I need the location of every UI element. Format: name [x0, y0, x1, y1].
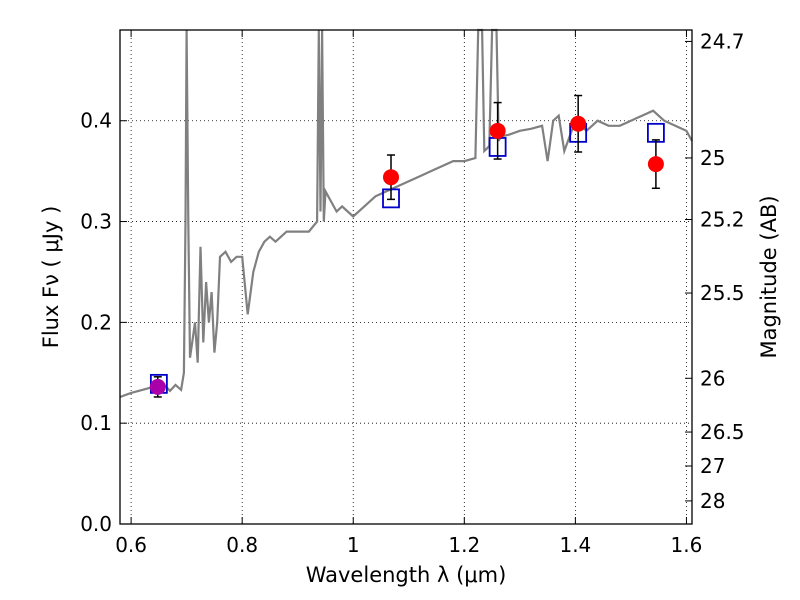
mag-tick-label: 26.5 — [700, 420, 745, 444]
mag-tick-label: 24.7 — [700, 29, 745, 53]
observed-point — [489, 122, 506, 139]
plot-frame — [119, 29, 693, 525]
y-tick-label: 0.1 — [80, 411, 112, 435]
axis-ticks: 0.6 0.8 1 1.2 1.4 1.6 0.0 0.1 0.2 0.3 0.4 24.7 25 25.… — [80, 29, 744, 557]
x-tick-label: 0.8 — [226, 533, 258, 557]
y-axis-label: Flux Fν ( μJy ) — [39, 206, 63, 349]
observed-point — [570, 115, 587, 132]
x-tick-label: 1.6 — [671, 533, 703, 557]
mag-tick-label: 28 — [700, 489, 725, 513]
x-tick-label: 0.6 — [115, 533, 147, 557]
y2-axis-label: Magnitude (AB) — [757, 195, 781, 358]
y-tick-label: 0.3 — [80, 210, 112, 234]
y-tick-label: 0.0 — [80, 512, 112, 536]
y-tick-label: 0.4 — [80, 109, 112, 133]
y-tick-label: 0.2 — [80, 310, 112, 334]
x-tick-label: 1.2 — [448, 533, 480, 557]
model-spectrum — [119, 28, 693, 399]
x-axis-label: Wavelength λ (μm) — [306, 563, 507, 587]
x-tick-label: 1.4 — [559, 533, 591, 557]
observed-point — [149, 378, 166, 395]
data-points — [149, 94, 665, 398]
mag-tick-label: 25 — [700, 146, 725, 170]
mag-tick-label: 25.5 — [700, 281, 745, 305]
observed-point — [647, 156, 664, 173]
mag-tick-label: 27 — [700, 454, 725, 478]
spectrum-line — [119, 28, 693, 399]
x-tick-label: 1 — [347, 533, 360, 557]
mag-tick-label: 25.2 — [700, 208, 745, 232]
observed-point — [383, 169, 400, 186]
mag-tick-label: 26 — [700, 366, 725, 390]
